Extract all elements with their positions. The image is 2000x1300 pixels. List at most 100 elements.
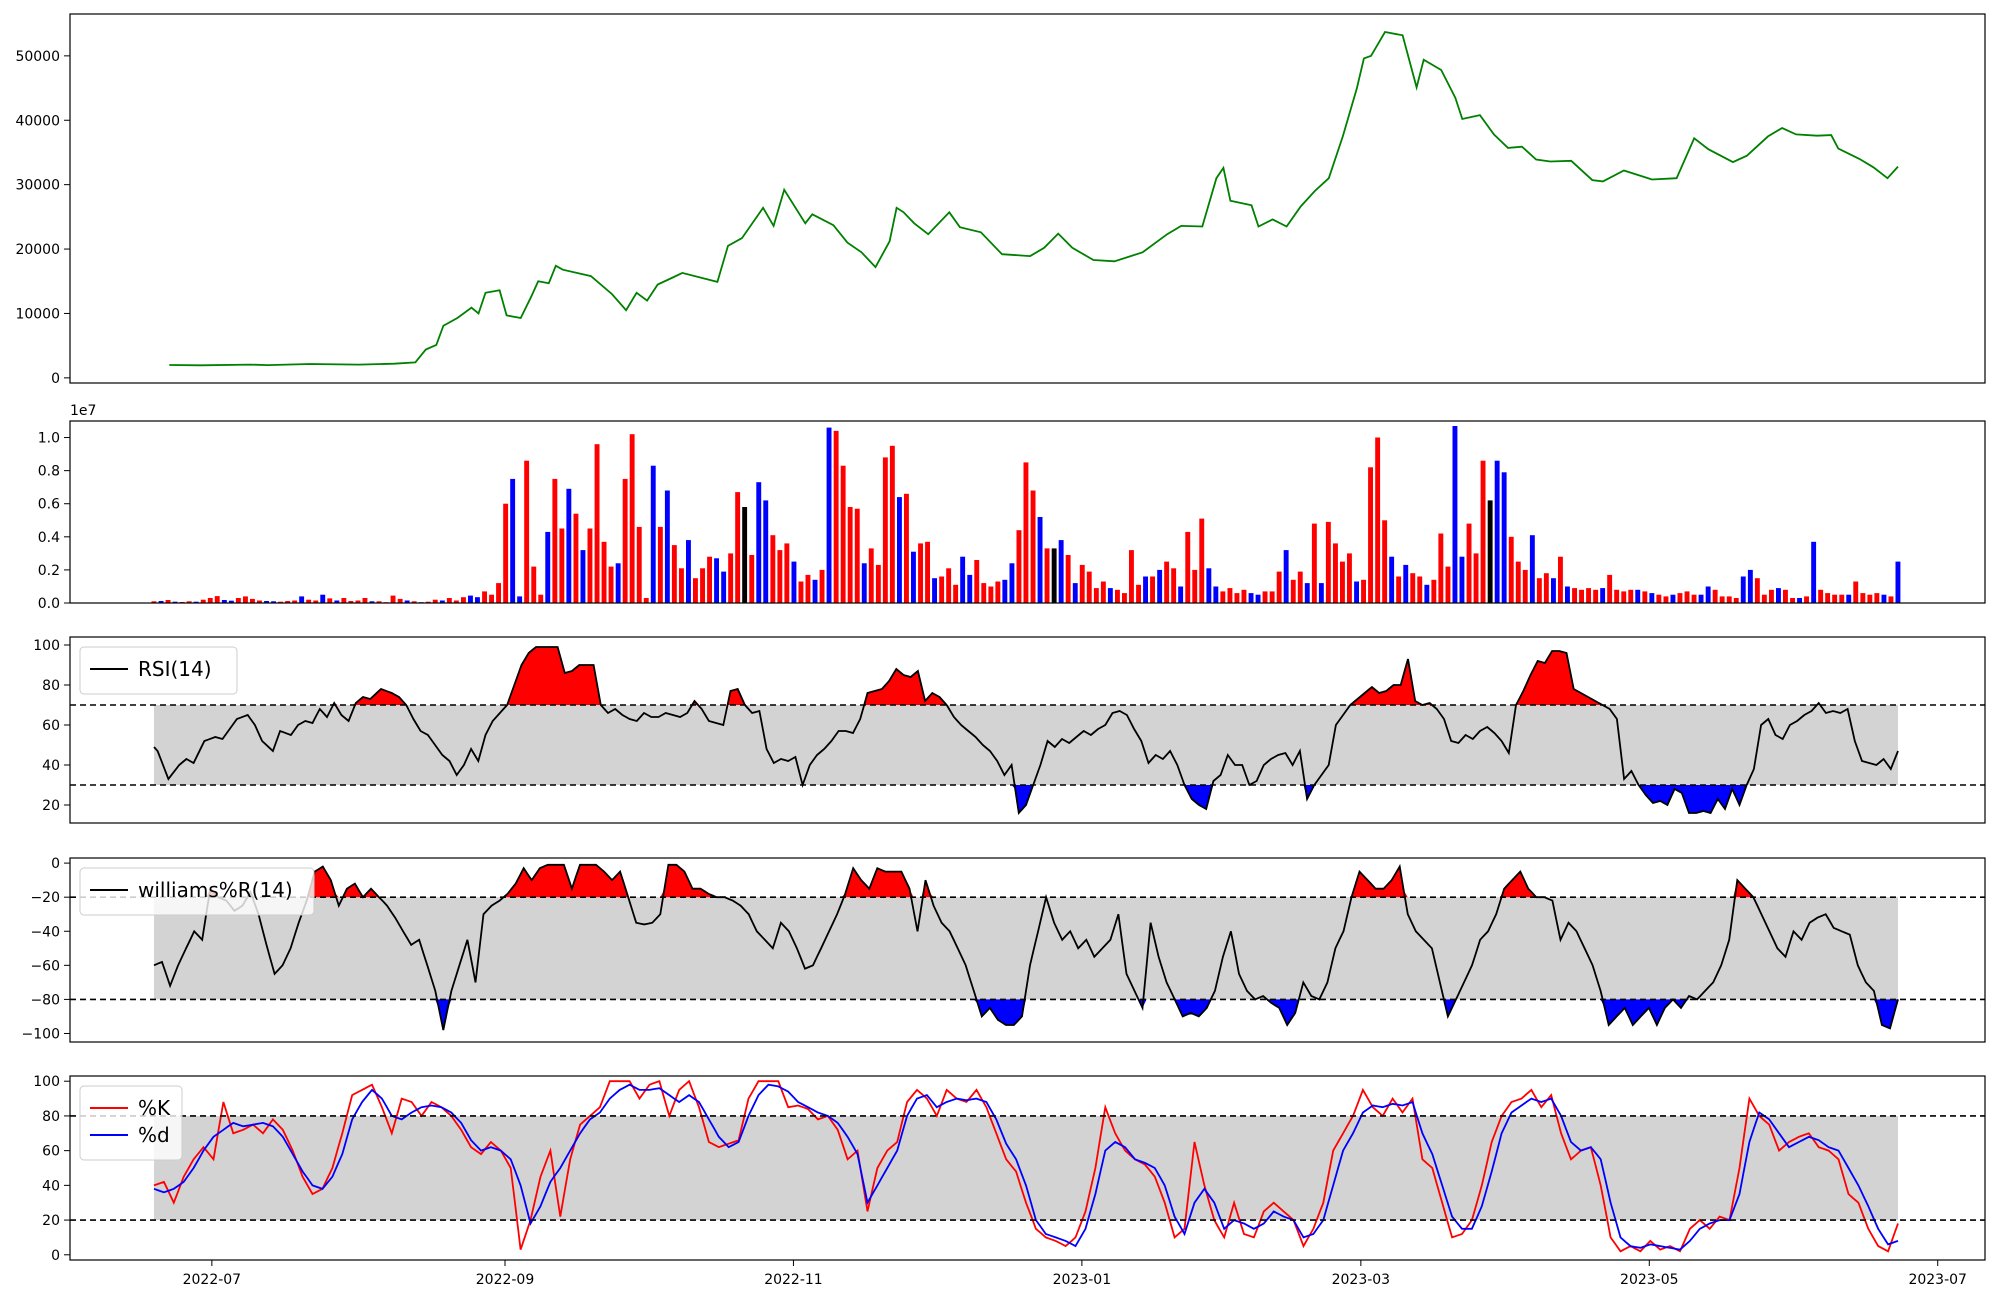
volume-bar [1698,594,1704,603]
volume-bar [946,568,952,603]
volume-bar [1614,589,1620,603]
volume-bar [1086,571,1092,603]
volume-bar [679,568,684,603]
volume-bar [608,566,614,603]
volume-bar [601,541,607,603]
oversold-fill [154,999,1898,1031]
legend: RSI(14) [79,646,238,695]
overbought-fill [154,647,1898,705]
volume-bar [1079,564,1085,603]
volume-bar [925,541,930,603]
y-tick-label: 0.2 [38,563,60,579]
volume-bar [207,598,213,603]
volume-bar [228,600,234,603]
y-tick-label: 0.4 [38,530,60,546]
volume-bar [503,503,509,603]
volume-bar [559,528,565,603]
volume-bar [1093,588,1099,603]
volume-bar [636,526,642,603]
volume-bar [313,600,319,603]
y-tick-label: −100 [22,1026,60,1042]
volume-bar [200,599,206,603]
volume-bar [1818,589,1824,603]
volume-bar [355,600,361,603]
volume-bar [1410,573,1416,603]
volume-bar [1241,589,1247,603]
panel-frame [69,420,1986,604]
volume-bar [1424,584,1430,603]
volume-bar [1445,566,1451,603]
volume-bar [1136,584,1141,603]
volume-bar [911,551,916,603]
volume-bar [1761,594,1767,603]
volume-bar [453,600,459,603]
volume-bar [615,563,621,603]
oversold-fill [154,785,1898,813]
volume-bar [186,601,192,603]
volume-bar [974,560,980,603]
volume-bar [664,490,670,603]
volume-bar [1628,589,1634,603]
volume-bar [306,599,312,603]
volume-bar [1712,589,1718,603]
panel-stochastic: 0 20 40 60 80 100 %K %d [33,1074,1986,1264]
volume-bar [756,482,762,603]
volume-bar [1220,591,1226,603]
volume-bar [1150,576,1155,603]
volume-bar [1684,591,1690,603]
volume-bar [376,601,382,603]
y-tick-label: 30000 [15,178,60,194]
volume-bar [1747,569,1753,603]
volume-bar [1860,593,1866,603]
volume-bar [1501,472,1507,603]
volume-bar [221,600,227,603]
volume-bar [1776,588,1781,603]
volume-bar [1375,437,1381,603]
volume-bar [369,601,375,603]
y-tick-label: 100 [33,1074,60,1090]
volume-bar [1522,569,1528,603]
volume-bar [1790,598,1795,603]
volume-bar [1283,550,1289,603]
volume-bar [770,535,776,603]
volume-bar [341,598,347,603]
panel-frame [69,13,1986,384]
volume-bar [1579,589,1584,603]
threshold-band [154,897,1898,1000]
volume-bar [1494,460,1500,603]
x-axis: 2022-07 2022-09 2022-11 2023-01 2023-03 2023-… [183,1260,1967,1288]
volume-bar [489,594,494,603]
x-tick-label: 2022-07 [183,1272,242,1288]
y-tick-label: 20 [42,798,60,814]
volume-bar [257,600,262,603]
volume-bar [552,478,558,603]
volume-bar [425,601,431,603]
volume-bar [1058,540,1064,603]
volume-bar [1895,561,1901,603]
panel-frame [69,1075,1986,1261]
y-offset-text: 1e7 [70,403,96,419]
volume-bar [1811,541,1817,603]
volume-bar [1100,581,1106,603]
volume-bar [1431,579,1437,603]
volume-bar [1543,573,1549,603]
y-tick-label: 1.0 [38,431,60,447]
volume-bar [1269,591,1275,603]
volume-bar [1157,569,1163,603]
overbought-fill [154,864,1898,898]
volume-bar [1199,518,1205,603]
volume-bar [594,444,600,603]
volume-bar [1164,561,1170,603]
volume-bar [1586,588,1591,603]
legend: williams%R(14) [79,867,315,916]
y-tick-label: −20 [30,890,60,906]
volume-bar [854,508,860,603]
legend-box [79,646,238,695]
volume-bar [1649,593,1655,603]
volume-bar [707,556,712,603]
volume-bar [439,600,445,603]
volume-bar [151,601,157,603]
volume-bar [1354,581,1359,603]
volume-bar [686,540,691,603]
volume-bar [1846,594,1852,603]
